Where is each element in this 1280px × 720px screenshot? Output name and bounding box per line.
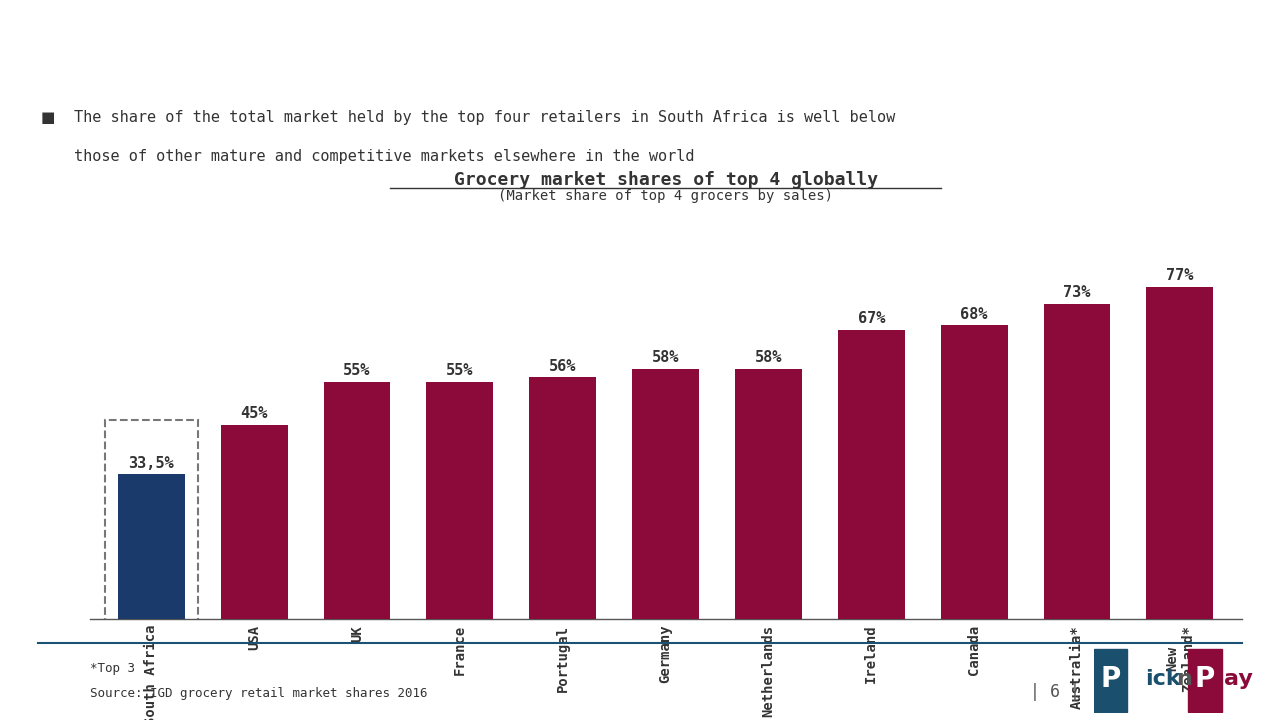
Text: 58%: 58% [755,350,782,365]
Text: Source: IGD grocery retail market shares 2016: Source: IGD grocery retail market shares… [90,687,428,701]
Text: The share of the total market held by the top four retailers in South Africa is : The share of the total market held by th… [74,110,896,125]
Text: 55%: 55% [447,363,474,378]
Text: Grocery market shares of top 4 globally: Grocery market shares of top 4 globally [453,171,878,189]
Bar [941,325,1007,619]
Text: P: P [1101,665,1120,693]
Text: 45%: 45% [241,406,268,421]
Bar [632,369,699,619]
Text: 58%: 58% [652,350,680,365]
Text: 67%: 67% [858,311,884,326]
Bar [118,474,184,619]
Text: those of other mature and competitive markets elsewhere in the world: those of other mature and competitive ma… [74,149,695,164]
Text: 77%: 77% [1166,268,1193,283]
Text: ■: ■ [41,110,55,125]
Bar [1043,304,1111,619]
Text: P: P [1194,665,1215,693]
Text: *Top 3: *Top 3 [90,662,134,675]
FancyBboxPatch shape [1093,649,1128,711]
Text: ay: ay [1224,670,1253,689]
Bar [838,330,905,619]
Text: 68%: 68% [960,307,988,322]
Bar [220,425,288,619]
Text: | 6 |: | 6 | [1030,683,1080,701]
Bar [1147,287,1213,619]
Bar [324,382,390,619]
Bar [530,377,596,619]
Text: (Market share of top 4 grocers by sales): (Market share of top 4 grocers by sales) [498,189,833,203]
Text: ick: ick [1146,670,1181,689]
Bar [735,369,801,619]
Text: 56%: 56% [549,359,576,374]
FancyBboxPatch shape [1188,649,1221,711]
Text: n: n [1176,670,1192,689]
Text: 55%: 55% [343,363,371,378]
Bar [426,382,493,619]
Text: 33,5%: 33,5% [128,456,174,471]
Text: Market shares in South African grocery retail: Market shares in South African grocery r… [38,25,1018,61]
Text: 73%: 73% [1064,285,1091,300]
